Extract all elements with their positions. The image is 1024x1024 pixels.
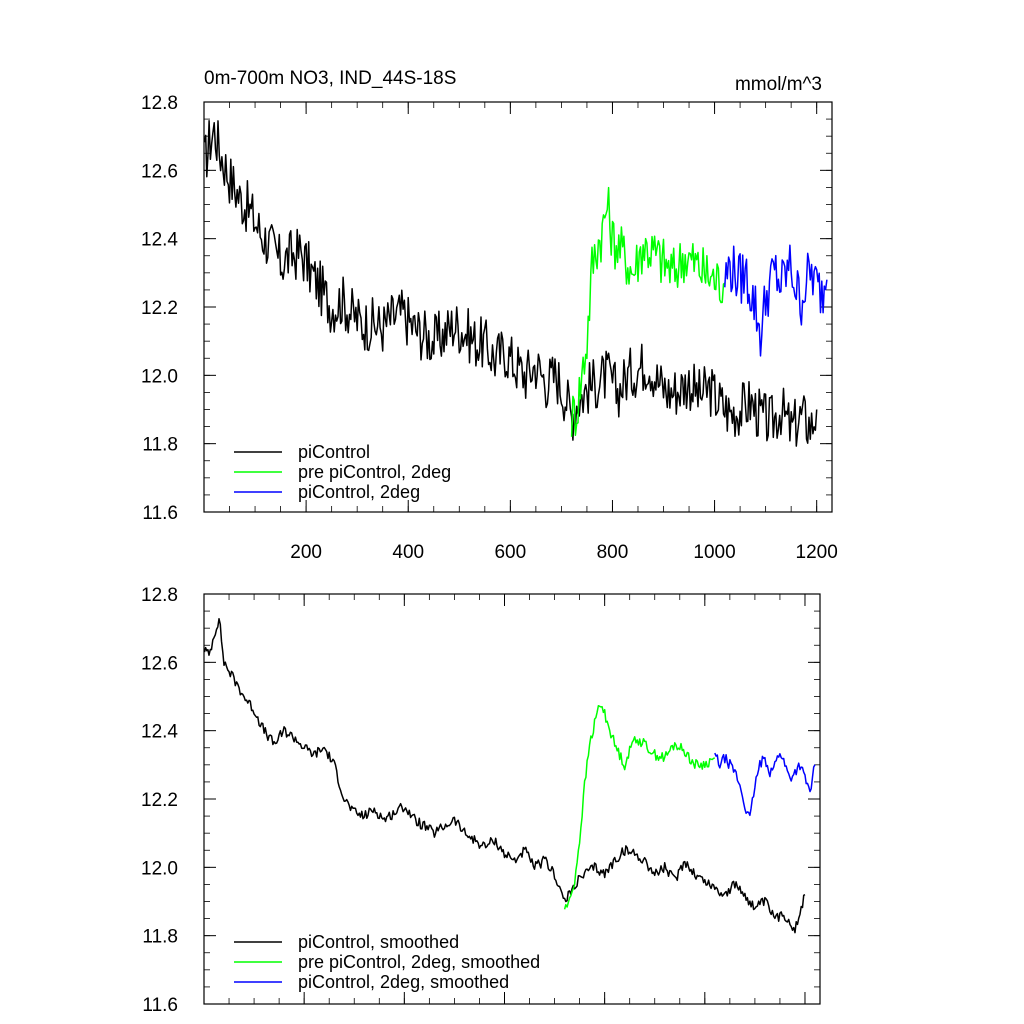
legend-label: pre piControl, 2deg, smoothed: [298, 952, 540, 972]
y-tick-label: 11.8: [142, 927, 178, 948]
y-tick-label: 12.8: [141, 585, 178, 606]
y-tick-label: 12.2: [141, 790, 178, 811]
series-line: [724, 244, 828, 357]
y-tick-label: 12.0: [141, 858, 178, 879]
legend-label: piControl, 2deg, smoothed: [298, 972, 509, 992]
top-panel: 11.6 11.8 12.0 12.2 12.4 12.6 12.8 200 400 600 800…: [141, 68, 838, 563]
y-tick-label: 12.8: [141, 93, 178, 114]
y-tick-label: 12.2: [141, 298, 178, 319]
units-label: mmol/m^3: [735, 74, 822, 95]
y-tick-label: 12.6: [141, 653, 178, 674]
series-line: [570, 186, 726, 437]
legend-label: pre piControl, 2deg: [298, 462, 451, 482]
y-tick-label: 12.0: [141, 366, 178, 387]
x-tick-label: 200: [290, 542, 322, 563]
plot-frame: [203, 593, 821, 1005]
y-tick-label: 12.6: [141, 161, 178, 182]
legend-label: piControl: [298, 442, 370, 462]
legend-label: piControl, smoothed: [298, 932, 459, 952]
x-tick-label: 1000: [693, 542, 735, 563]
x-tick-label: 1200: [796, 542, 838, 563]
x-tick-label: 600: [494, 542, 526, 563]
chart-title: 0m-700m NO3, IND_44S-18S: [204, 68, 456, 89]
y-tick-label: 12.4: [141, 722, 178, 743]
legend-label: piControl, 2deg: [298, 482, 420, 502]
y-tick-label: 11.6: [142, 995, 178, 1016]
x-tick-label: 400: [392, 542, 424, 563]
y-tick-label: 11.8: [142, 435, 178, 456]
x-tick-label: 800: [597, 542, 629, 563]
series-line: [203, 120, 818, 447]
y-tick-label: 11.6: [142, 503, 178, 524]
y-tick-label: 12.4: [141, 230, 178, 251]
series-line: [203, 618, 806, 934]
series-line: [563, 704, 715, 910]
bottom-panel: 11.6 11.8 12.0 12.2 12.4 12.6 12.8 piControl, s…: [141, 585, 821, 1016]
series-line: [714, 752, 816, 817]
